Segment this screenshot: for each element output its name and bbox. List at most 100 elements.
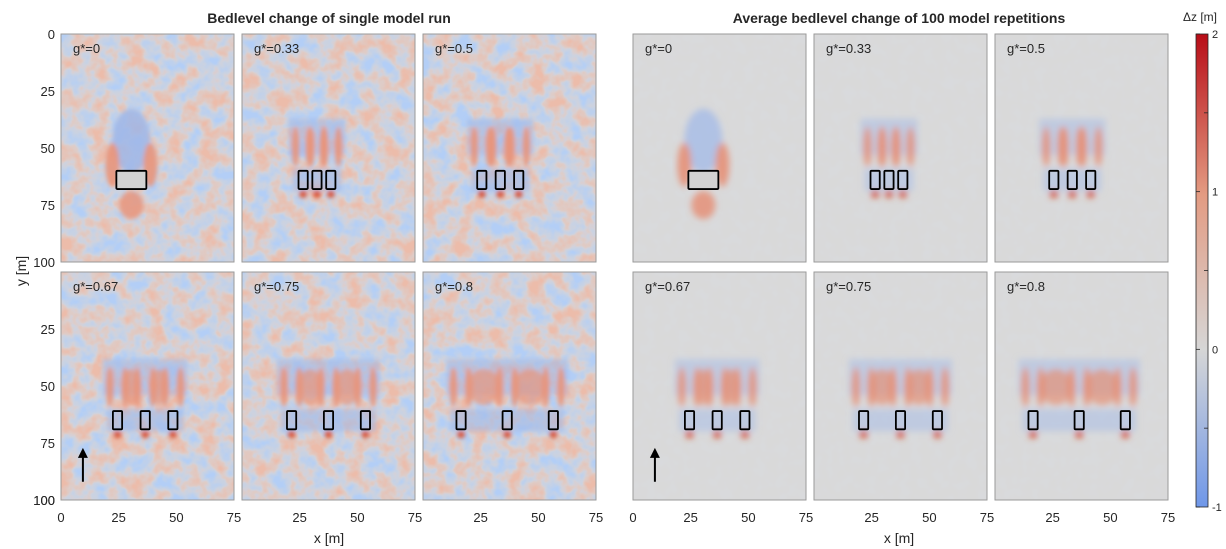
scour-hole (740, 430, 749, 439)
deposition-zone (467, 118, 534, 155)
panel-change-field (1018, 359, 1140, 439)
structure-outline (1085, 169, 1097, 190)
structure-outline (286, 410, 298, 431)
panel-label: g*=0.5 (1007, 41, 1045, 56)
panel-frame (422, 271, 597, 501)
scour-hole (299, 190, 308, 199)
panel-change-field (848, 359, 953, 439)
panel-change-field (105, 108, 158, 220)
panel-frame (422, 33, 597, 263)
scour-zone (316, 367, 325, 408)
scour-zone (941, 367, 950, 408)
structure-outline (476, 169, 488, 190)
x-tick-label: 50 (741, 510, 755, 525)
scour-hole (312, 190, 321, 199)
scour-zone (1039, 369, 1073, 406)
x-tick-label: 25 (683, 510, 697, 525)
arrow-head (649, 447, 660, 458)
panel-frame (813, 33, 988, 263)
panel-grid: g*=0 g*=0.33 g*=0.5 g*=0.67 g*=0.75 g*=0.8 g*=… (60, 33, 1169, 501)
scour-zone (291, 126, 300, 167)
panel-label: g*=0.67 (645, 279, 690, 294)
scour-hole (1049, 190, 1058, 199)
structure-outline (931, 410, 943, 431)
colorbar: 2 1 0 -1 Δz [m] (1183, 10, 1222, 514)
colorbar-tick-label: -1 (1212, 502, 1222, 514)
y-axis-label: y [m] (13, 256, 29, 286)
scour-hole (884, 190, 893, 199)
panel-label: g*=0.33 (826, 41, 871, 56)
scour-hole (1068, 190, 1077, 199)
y-tick-label: 50 (41, 379, 55, 394)
panel-change-field (288, 118, 346, 199)
scour-hole (859, 430, 868, 439)
panel-average-5: g*=0.75 (813, 271, 988, 501)
scour-hole (514, 190, 523, 199)
scour-zone (335, 369, 359, 406)
colorbar-tick-label: 0 (1212, 344, 1218, 356)
scour-zone (907, 369, 931, 406)
structure-outline (684, 410, 696, 431)
x-tick-label: 75 (408, 510, 422, 525)
deposition-zone (1043, 168, 1102, 192)
structure-outline (311, 169, 323, 190)
x-axis-label-right: x [m] (884, 530, 914, 546)
scour-zone (467, 369, 501, 406)
x-tick-label: 75 (227, 510, 241, 525)
flow-direction-arrow (77, 447, 88, 482)
scour-zone (105, 367, 114, 408)
structure-outline (115, 169, 148, 190)
scour-zone (541, 367, 550, 408)
structure-outline (1066, 169, 1078, 190)
deposition-zone (471, 168, 530, 192)
panel-frame (60, 33, 235, 263)
y-tick-label: 50 (41, 141, 55, 156)
title-right: Average bedlevel change of 100 model rep… (733, 10, 1066, 26)
scour-hole (1075, 430, 1084, 439)
x-tick-label: 50 (350, 510, 364, 525)
structure-outline (297, 169, 309, 190)
panel-average-1: g*=0 (632, 33, 807, 263)
scour-zone (1079, 126, 1088, 167)
deposition-zone (102, 359, 188, 396)
deposition-zone (852, 409, 949, 432)
scour-zone (369, 367, 378, 408)
scour-zone (119, 191, 144, 220)
panel-frame (632, 271, 807, 501)
deposition-zone (280, 409, 377, 432)
scour-zone (319, 126, 328, 167)
colorbar-tick-label: 1 (1212, 187, 1218, 199)
panel-average-3: g*=0.5 (994, 33, 1169, 263)
structure-outline (547, 410, 559, 431)
x-tick-label: 75 (1161, 510, 1175, 525)
scour-zone (334, 126, 343, 167)
structure-outline (139, 410, 151, 431)
panel-label: g*=0.75 (826, 279, 871, 294)
structure-outline (1119, 410, 1131, 431)
deposition-zone (1039, 118, 1106, 155)
scour-zone (298, 369, 322, 406)
y-tick-label: 25 (41, 84, 55, 99)
panel-frame (813, 271, 988, 501)
x-tick-label: 50 (531, 510, 545, 525)
panel-single-4: g*=0.67 (60, 271, 235, 501)
scour-zone (691, 191, 716, 220)
scour-hole (287, 430, 296, 439)
y-tick-label: 0 (48, 27, 55, 42)
deposition-zone (106, 409, 184, 432)
structure-outline (455, 410, 467, 431)
scour-zone (851, 367, 860, 408)
scour-zone (1128, 367, 1137, 408)
structure-outline (687, 169, 720, 190)
scour-hole (1029, 430, 1038, 439)
panel-label: g*=0.8 (435, 279, 473, 294)
scour-hole (324, 430, 333, 439)
scour-hole (549, 430, 558, 439)
scour-zone (1094, 126, 1103, 167)
scour-zone (161, 367, 170, 408)
scour-zone (513, 369, 547, 406)
scour-zone (1042, 126, 1051, 167)
panel-average-6: g*=0.8 (994, 271, 1169, 501)
structure-outline (897, 169, 909, 190)
